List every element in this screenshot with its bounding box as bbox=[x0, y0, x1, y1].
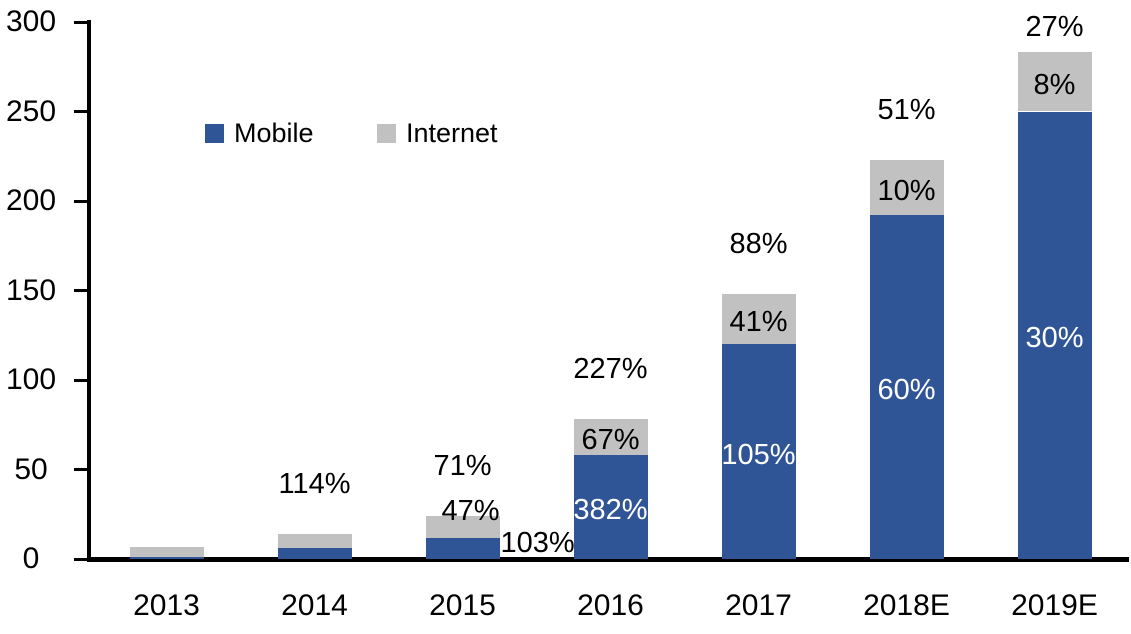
total-growth-label-2016: 227% bbox=[573, 353, 648, 386]
total-growth-label-2017: 88% bbox=[729, 228, 788, 261]
bar-segment-2014-mobile bbox=[277, 548, 352, 559]
x-axis-label-2016: 2016 bbox=[577, 589, 644, 622]
y-tick-mark-100 bbox=[74, 378, 91, 382]
internet-growth-label-2018E: 10% bbox=[877, 174, 936, 207]
internet-growth-label-2016: 67% bbox=[581, 424, 640, 457]
y-tick-label-250: 250 bbox=[5, 94, 57, 128]
legend-label-internet: Internet bbox=[406, 118, 498, 148]
internet-growth-label-2015: 47% bbox=[441, 495, 500, 528]
x-axis-label-2015: 2015 bbox=[429, 589, 496, 622]
y-tick-mark-50 bbox=[74, 468, 91, 471]
y-tick-mark-150 bbox=[74, 289, 91, 292]
x-axis-line bbox=[87, 557, 1129, 562]
x-axis-label-2019E: 2019E bbox=[1011, 589, 1098, 622]
total-growth-label-2015: 71% bbox=[433, 450, 492, 483]
bar-segment-2015-mobile bbox=[425, 537, 500, 559]
x-axis-label-2014: 2014 bbox=[281, 589, 348, 622]
bar-segment-2018E-mobile bbox=[869, 215, 944, 559]
y-tick-label-150: 150 bbox=[5, 273, 57, 307]
y-tick-mark-200 bbox=[74, 199, 91, 203]
y-tick-label-100: 100 bbox=[5, 363, 57, 396]
bar-segment-2018E-internet bbox=[869, 159, 944, 216]
mobile-growth-label-2019E: 30% bbox=[1025, 322, 1084, 355]
internet-growth-label-2019E: 8% bbox=[1033, 68, 1076, 101]
y-tick-label-0: 0 bbox=[22, 542, 40, 575]
y-tick-mark-250 bbox=[74, 110, 91, 113]
mobile-growth-label-2017: 105% bbox=[721, 438, 796, 471]
legend-swatch-icon-mobile bbox=[205, 123, 224, 143]
y-tick-mark-0 bbox=[74, 557, 91, 561]
bar-segment-2013-mobile bbox=[129, 557, 204, 559]
y-tick-label-300: 300 bbox=[5, 5, 57, 38]
bar-segment-2016-mobile bbox=[573, 455, 648, 559]
bar-segment-2019E-internet bbox=[1017, 52, 1092, 112]
legend-item-mobile: Mobile bbox=[205, 116, 314, 150]
bar-segment-2015-internet bbox=[425, 516, 500, 538]
bar-segment-2017-mobile bbox=[721, 344, 796, 559]
mobile-growth-label-2018E: 60% bbox=[877, 374, 936, 407]
bar-segment-2014-internet bbox=[277, 533, 352, 549]
legend-swatch-icon-internet bbox=[377, 123, 396, 143]
internet-growth-label-2017: 41% bbox=[729, 306, 788, 339]
total-growth-label-2018E: 51% bbox=[877, 93, 936, 126]
total-growth-label-2019E: 27% bbox=[1025, 11, 1084, 43]
x-axis-label-2013: 2013 bbox=[133, 589, 200, 622]
x-axis-label-2017: 2017 bbox=[725, 589, 792, 622]
y-tick-label-200: 200 bbox=[5, 184, 57, 217]
bar-segment-2013-internet bbox=[129, 547, 204, 558]
bar-segment-2017-internet bbox=[721, 294, 796, 345]
x-axis-label-2018E: 2018E bbox=[863, 589, 950, 622]
y-tick-label-50: 50 bbox=[14, 452, 48, 486]
total-growth-label-2014: 114% bbox=[278, 467, 351, 500]
mobile-growth-label-2015: 103% bbox=[500, 526, 575, 559]
mobile-growth-label-2016: 382% bbox=[573, 494, 648, 527]
legend-label-mobile: Mobile bbox=[234, 118, 314, 148]
y-tick-mark-300 bbox=[74, 20, 91, 24]
legend-item-internet: Internet bbox=[377, 116, 498, 150]
bar-segment-2016-internet bbox=[573, 419, 648, 456]
bar-segment-2019E-mobile bbox=[1017, 111, 1092, 559]
